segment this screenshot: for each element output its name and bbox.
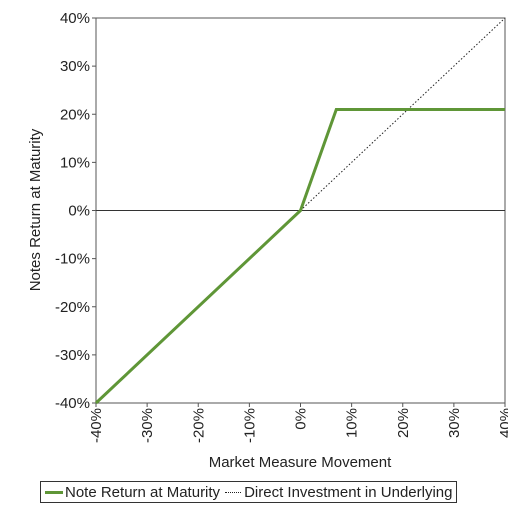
y-tick-label: 0% xyxy=(68,203,90,220)
legend-key-direct-investment xyxy=(225,491,242,493)
series-layer xyxy=(94,17,506,405)
legend-label-note-return: Note Return at Maturity xyxy=(65,483,221,501)
x-tick-label: 10% xyxy=(344,408,361,438)
legend-key-note-return xyxy=(45,490,63,494)
legend-label-direct-investment: Direct Investment in Underlying xyxy=(244,483,453,501)
y-axis-label: Notes Return at Maturity xyxy=(27,128,44,291)
x-tick-label: -30% xyxy=(139,408,156,443)
y-axis-ticks: 40% 30% 20% 10% 0% -10% -20% -30% -40% xyxy=(55,10,96,412)
x-axis-ticks: -40% -30% -20% -10% 0% 10% 20% 30% 40% xyxy=(88,403,508,443)
x-tick-label: 30% xyxy=(446,408,463,438)
x-tick-label: -20% xyxy=(190,408,207,443)
y-tick-label: -40% xyxy=(55,395,90,412)
y-tick-label: -30% xyxy=(55,347,90,364)
legend: Note Return at Maturity Direct Investmen… xyxy=(40,481,458,503)
y-tick-label: 20% xyxy=(60,106,90,123)
series-line-note-return xyxy=(94,107,505,405)
x-axis-label: Market Measure Movement xyxy=(209,454,392,471)
x-tick-label: -10% xyxy=(241,408,258,443)
x-tick-label: 0% xyxy=(293,408,310,430)
series-line-direct-investment xyxy=(300,17,506,211)
y-tick-label: 40% xyxy=(60,10,90,27)
x-tick-label: -40% xyxy=(88,408,105,443)
y-tick-label: -10% xyxy=(55,251,90,268)
y-tick-label: 30% xyxy=(60,58,90,75)
chart-canvas: 40%30%20%10%0%-10%-20%-30%-40% -40% -30% -… xyxy=(27,10,508,471)
x-tick-label: 20% xyxy=(395,408,412,438)
y-tick-label: 10% xyxy=(60,154,90,171)
y-tick-label: -20% xyxy=(55,299,90,316)
x-tick-label: 40% xyxy=(497,408,508,438)
